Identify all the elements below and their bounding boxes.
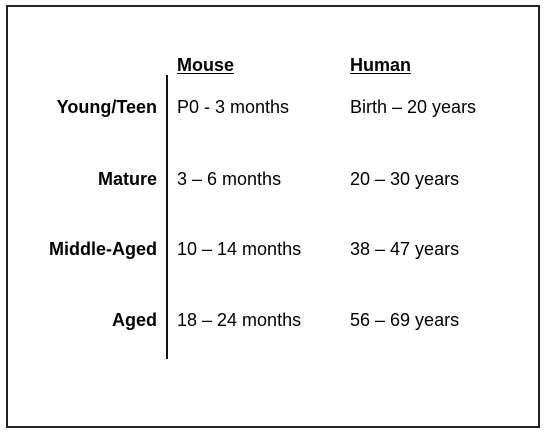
cell-young-teen-human: Birth – 20 years	[350, 97, 477, 117]
cell-middle-aged-human: 38 – 47 years	[350, 239, 460, 259]
row-label-aged: Aged	[112, 310, 157, 330]
column-header-mouse: Mouse	[177, 55, 235, 75]
row-label-middle-aged: Middle-Aged	[49, 239, 157, 259]
row-label-mature: Mature	[97, 169, 157, 189]
cell-young-teen-mouse: P0 - 3 months	[177, 97, 290, 117]
row-label-young-teen: Young/Teen	[56, 97, 157, 117]
document-frame	[6, 5, 540, 428]
cell-aged-human: 56 – 69 years	[350, 310, 460, 330]
cell-aged-mouse: 18 – 24 months	[177, 310, 302, 330]
cell-mature-human: 20 – 30 years	[350, 169, 460, 189]
column-header-human: Human	[350, 55, 412, 75]
cell-middle-aged-mouse: 10 – 14 months	[177, 239, 302, 259]
column-divider	[166, 75, 168, 359]
cell-mature-mouse: 3 – 6 months	[177, 169, 282, 189]
